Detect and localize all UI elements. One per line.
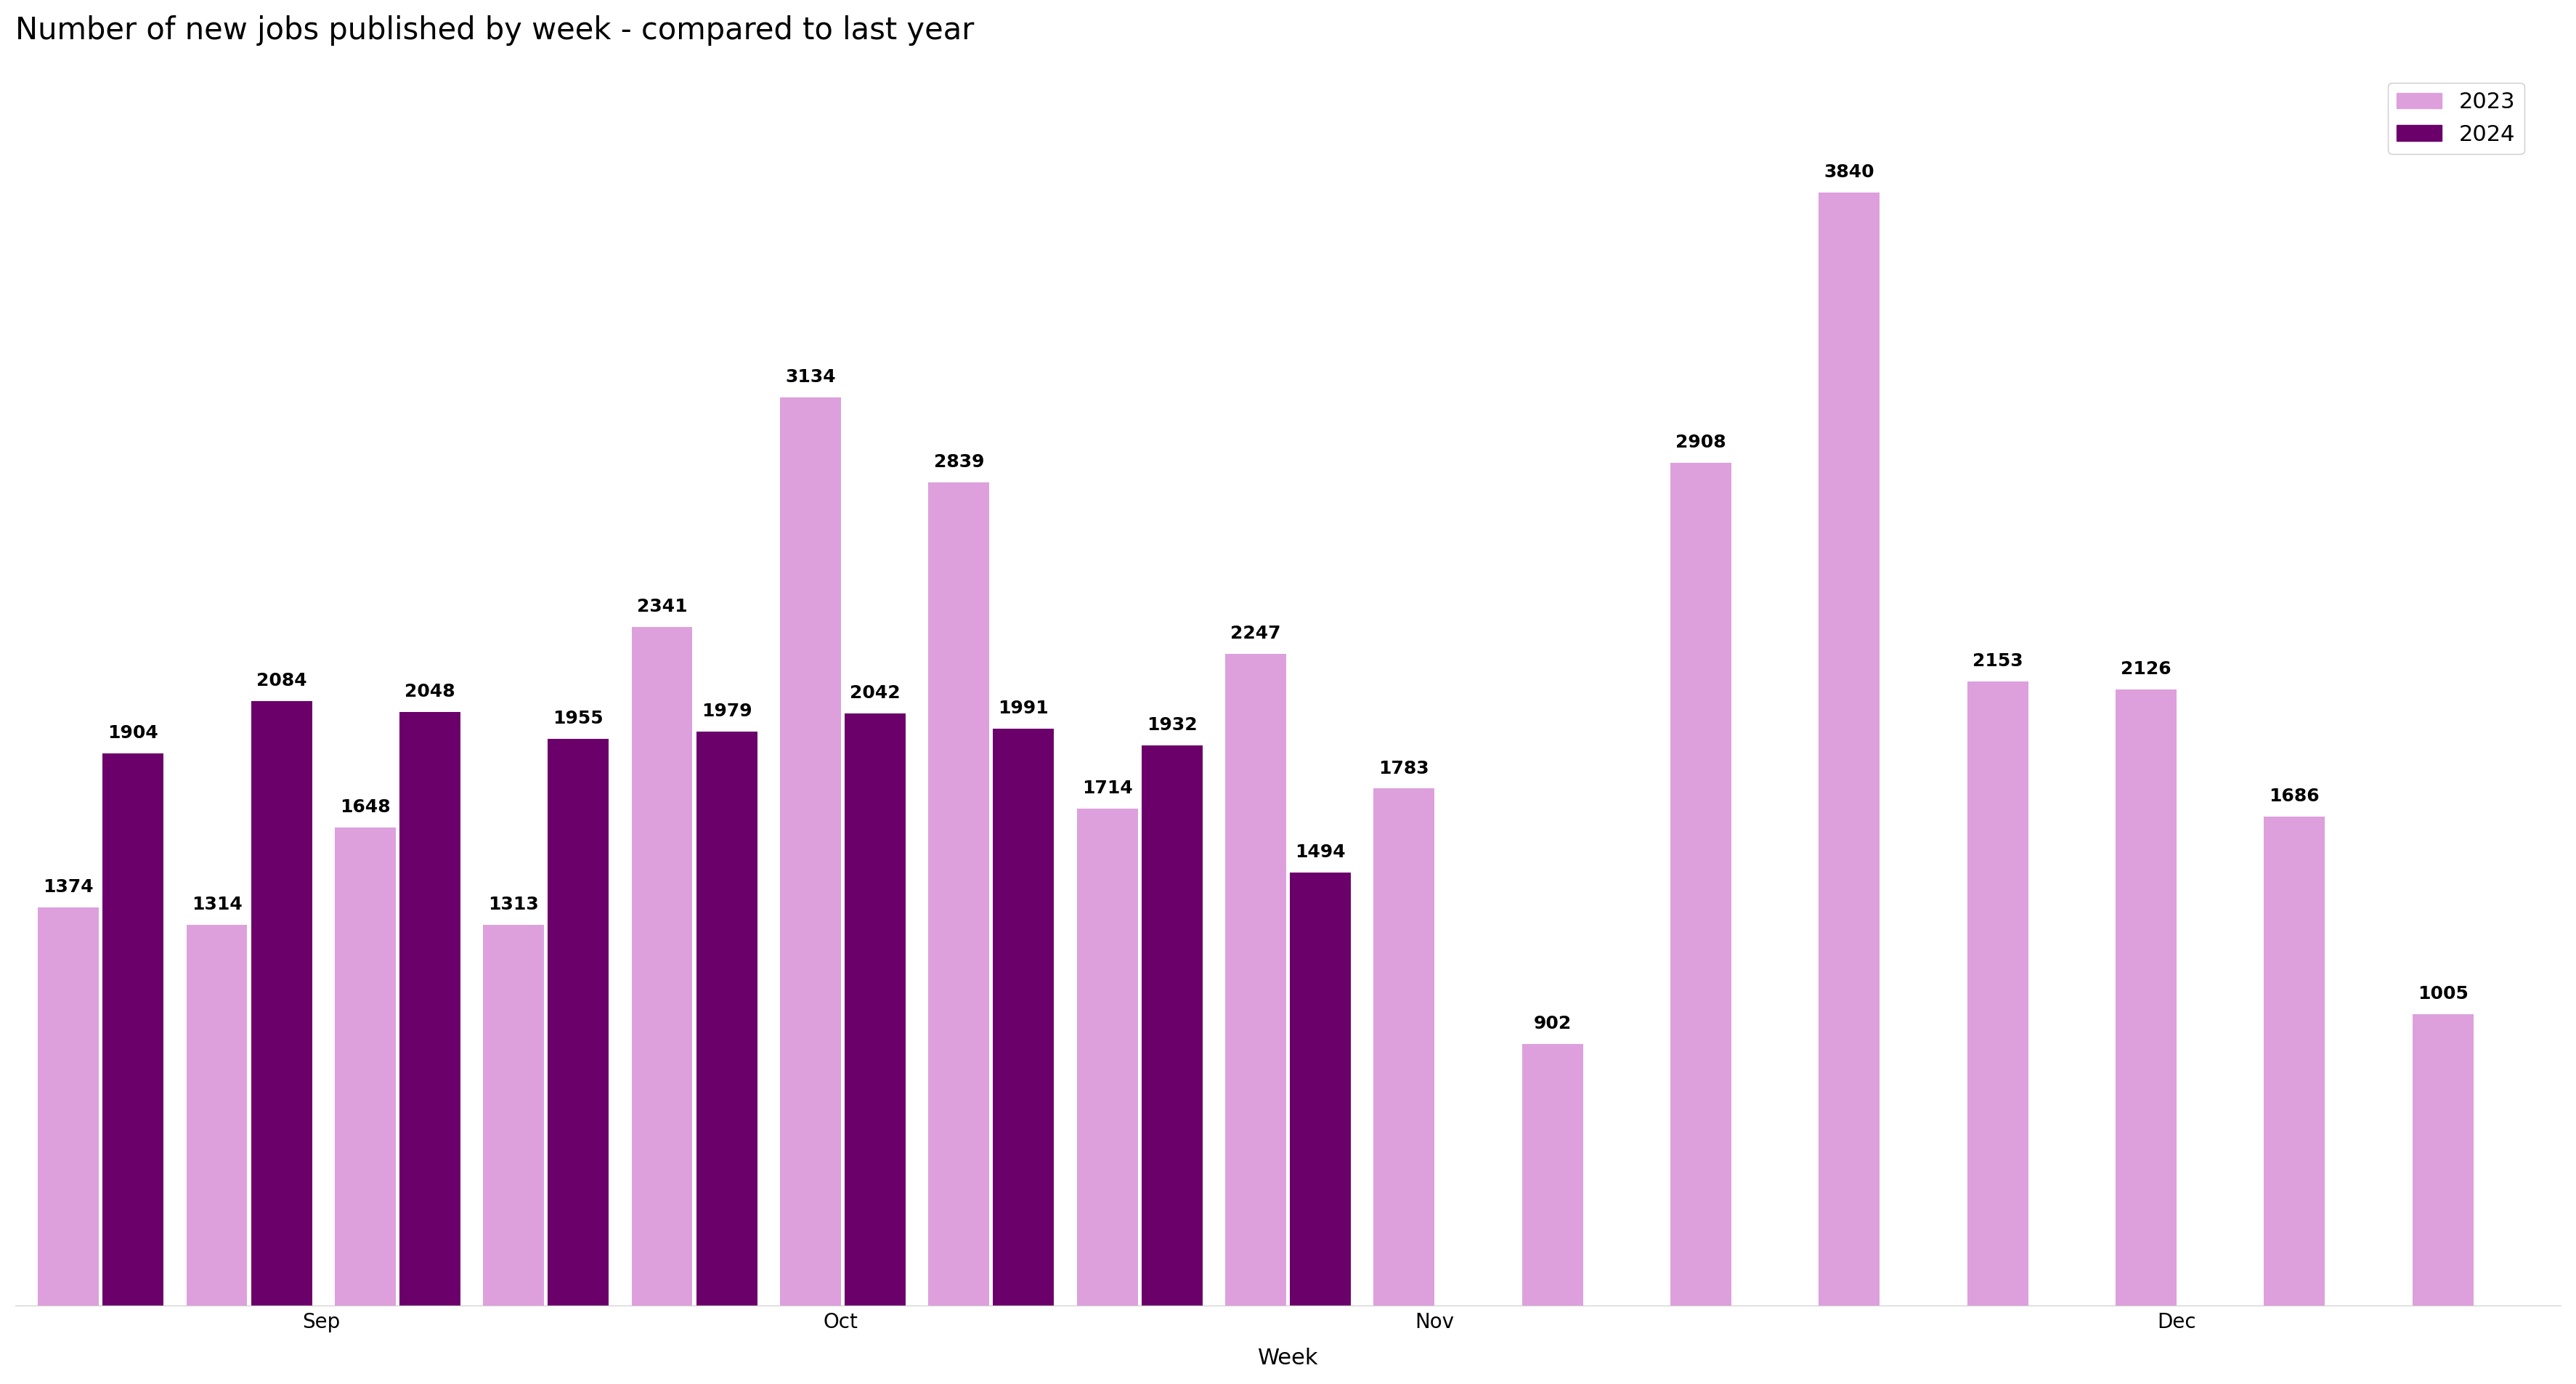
Bar xyxy=(994,728,1054,1305)
Text: 2126: 2126 xyxy=(2120,660,2172,678)
Bar xyxy=(250,702,312,1305)
Text: 902: 902 xyxy=(1533,1014,1571,1032)
Text: 1955: 1955 xyxy=(554,710,603,727)
Text: 2153: 2153 xyxy=(1973,652,2022,670)
Text: Number of new jobs published by week - compared to last year: Number of new jobs published by week - c… xyxy=(15,15,974,46)
Text: 1374: 1374 xyxy=(44,877,93,895)
Text: 1313: 1313 xyxy=(489,895,538,913)
Text: 3840: 3840 xyxy=(1824,163,1875,181)
Text: 3134: 3134 xyxy=(786,368,835,386)
Bar xyxy=(1522,1044,1582,1305)
Text: 2042: 2042 xyxy=(850,685,902,702)
X-axis label: Week: Week xyxy=(1257,1348,1319,1369)
Legend: 2023, 2024: 2023, 2024 xyxy=(2388,83,2524,154)
Bar xyxy=(484,925,544,1305)
Bar xyxy=(103,753,162,1305)
Text: 1979: 1979 xyxy=(701,703,752,720)
Text: 1686: 1686 xyxy=(2269,787,2321,805)
Text: 2048: 2048 xyxy=(404,682,456,700)
Text: 1991: 1991 xyxy=(999,699,1048,717)
Bar xyxy=(39,907,98,1305)
Text: 2839: 2839 xyxy=(933,454,984,471)
Bar xyxy=(1968,681,2027,1305)
Bar xyxy=(1373,789,1435,1305)
Bar xyxy=(1141,746,1203,1305)
Text: 1648: 1648 xyxy=(340,799,392,817)
Bar xyxy=(1077,808,1139,1305)
Text: 1005: 1005 xyxy=(2416,985,2468,1002)
Bar xyxy=(696,732,757,1305)
Text: 1932: 1932 xyxy=(1146,717,1198,734)
Bar xyxy=(1669,462,1731,1305)
Text: 1494: 1494 xyxy=(1296,843,1345,861)
Bar xyxy=(2414,1014,2473,1305)
Text: 1714: 1714 xyxy=(1082,779,1133,797)
Bar xyxy=(185,925,247,1305)
Text: 2247: 2247 xyxy=(1231,626,1280,642)
Text: 2084: 2084 xyxy=(255,673,307,689)
Bar xyxy=(335,828,397,1305)
Bar xyxy=(1819,192,1880,1305)
Bar xyxy=(2115,689,2177,1305)
Bar xyxy=(631,627,693,1305)
Bar xyxy=(781,397,840,1305)
Bar xyxy=(399,711,461,1305)
Text: 2341: 2341 xyxy=(636,598,688,616)
Text: 1904: 1904 xyxy=(108,725,157,742)
Bar xyxy=(1291,872,1350,1305)
Text: 1314: 1314 xyxy=(191,895,242,913)
Bar xyxy=(2264,817,2326,1305)
Bar xyxy=(549,739,608,1305)
Bar xyxy=(845,714,907,1305)
Text: 2908: 2908 xyxy=(1674,433,1726,451)
Bar xyxy=(1226,655,1285,1305)
Text: 1783: 1783 xyxy=(1378,760,1430,776)
Bar xyxy=(927,483,989,1305)
